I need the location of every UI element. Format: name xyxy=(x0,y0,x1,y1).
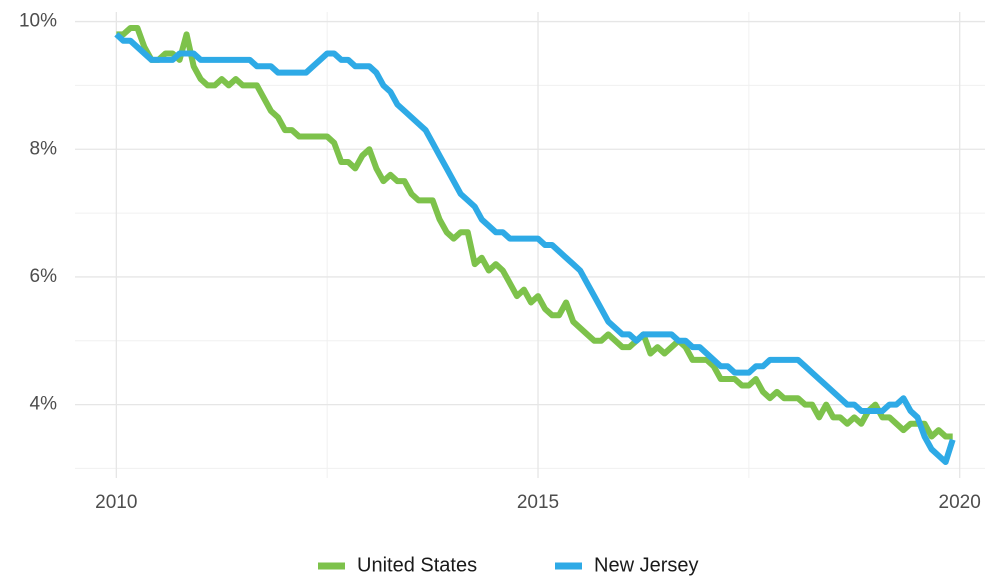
line-series xyxy=(114,32,956,466)
y-tick-label: 6% xyxy=(30,266,58,287)
legend-label: New Jersey xyxy=(594,554,698,576)
x-tick-label: 2015 xyxy=(517,492,559,513)
line-series xyxy=(116,24,953,440)
y-tick-label: 4% xyxy=(30,394,58,415)
x-tick-label: 2010 xyxy=(95,492,137,513)
y-tick-label: 8% xyxy=(30,138,58,159)
legend-label: United States xyxy=(357,554,477,576)
y-tick-label: 10% xyxy=(19,11,57,32)
x-tick-label: 2020 xyxy=(939,492,981,513)
